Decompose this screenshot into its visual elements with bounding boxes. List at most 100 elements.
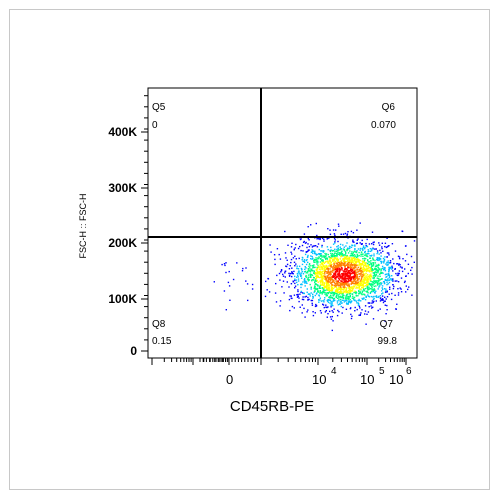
scatter-point	[300, 249, 302, 252]
scatter-point	[364, 251, 366, 254]
scatter-point	[324, 252, 326, 255]
scatter-point	[346, 298, 348, 300]
scatter-point	[356, 287, 359, 289]
scatter-point	[313, 277, 315, 279]
scatter-point	[337, 295, 339, 297]
scatter-point	[338, 281, 340, 284]
scatter-point	[340, 233, 342, 235]
x-tick-exp-5: 5	[379, 366, 385, 377]
scatter-point	[301, 298, 304, 301]
scatter-point	[372, 262, 375, 264]
scatter-point	[321, 293, 323, 295]
scatter-point	[373, 273, 375, 275]
scatter-point	[398, 257, 401, 260]
scatter-point	[369, 291, 372, 293]
scatter-point	[321, 254, 323, 257]
scatter-point	[340, 265, 342, 268]
scatter-point	[310, 275, 312, 277]
scatter-point	[369, 268, 371, 270]
scatter-point	[319, 297, 321, 299]
scatter-point	[392, 284, 394, 286]
scatter-point	[339, 248, 341, 251]
scatter-point	[380, 282, 382, 284]
scatter-point	[368, 253, 370, 255]
scatter-point	[370, 305, 372, 307]
scatter-point	[331, 302, 333, 305]
scatter-point	[364, 246, 366, 249]
scatter-point	[371, 281, 373, 283]
scatter-point	[360, 262, 363, 265]
scatter-point	[291, 275, 293, 278]
scatter-point	[374, 271, 377, 273]
scatter-point	[308, 249, 310, 251]
scatter-point	[337, 288, 339, 291]
scatter-point	[354, 299, 356, 301]
scatter-point	[380, 269, 382, 271]
scatter-point	[370, 255, 372, 257]
scatter-point	[385, 246, 388, 249]
scatter-point	[303, 271, 306, 273]
scatter-point	[337, 248, 339, 250]
scatter-point	[364, 305, 367, 307]
scatter-point	[298, 257, 300, 260]
scatter-point	[232, 278, 235, 281]
scatter-point	[329, 274, 332, 276]
scatter-point	[327, 292, 329, 295]
scatter-point	[290, 258, 293, 261]
scatter-point	[330, 278, 332, 280]
scatter-point	[359, 280, 362, 282]
scatter-point	[387, 273, 389, 276]
scatter-point	[339, 261, 341, 263]
scatter-point	[336, 292, 338, 295]
scatter-point	[296, 276, 298, 278]
scatter-point	[373, 274, 376, 276]
scatter-point	[362, 298, 364, 300]
scatter-point	[364, 262, 366, 264]
scatter-point	[333, 284, 335, 287]
scatter-point	[327, 282, 329, 285]
scatter-point	[298, 265, 301, 267]
scatter-point	[346, 290, 348, 292]
scatter-point	[305, 259, 307, 262]
scatter-point	[282, 280, 285, 282]
scatter-point	[348, 260, 350, 262]
scatter-point	[304, 242, 307, 244]
scatter-point	[368, 243, 371, 245]
scatter-point	[362, 248, 364, 250]
x-tick-label-10-4: 10	[312, 372, 326, 387]
scatter-point	[359, 288, 362, 290]
scatter-point	[397, 281, 400, 283]
scatter-point	[307, 243, 309, 245]
x-tick-exp-4: 4	[331, 366, 337, 377]
scatter-point	[364, 254, 366, 257]
scatter-point	[322, 300, 324, 302]
scatter-point	[270, 251, 272, 253]
scatter-point	[369, 261, 371, 263]
scatter-point	[319, 292, 321, 295]
scatter-point	[376, 282, 378, 284]
scatter-point	[365, 266, 367, 268]
scatter-point	[344, 261, 347, 263]
scatter-point	[347, 300, 350, 302]
scatter-point	[346, 255, 349, 258]
scatter-point	[329, 316, 332, 318]
scatter-point	[379, 308, 381, 310]
scatter-point	[351, 315, 353, 317]
scatter-point	[336, 284, 338, 287]
scatter-point	[359, 314, 361, 316]
scatter-point	[333, 268, 335, 270]
scatter-point	[330, 300, 332, 303]
scatter-point	[336, 246, 338, 248]
scatter-point	[372, 275, 375, 277]
scatter-point	[312, 293, 314, 295]
scatter-point	[300, 273, 302, 275]
scatter-point	[311, 304, 314, 306]
scatter-point	[357, 284, 359, 287]
scatter-point	[367, 283, 369, 285]
scatter-point	[335, 265, 337, 267]
scatter-point	[353, 283, 356, 285]
scatter-point	[381, 242, 383, 244]
scatter-point	[360, 253, 362, 255]
scatter-point	[360, 278, 362, 281]
y-tick-label: 400K	[108, 125, 137, 139]
